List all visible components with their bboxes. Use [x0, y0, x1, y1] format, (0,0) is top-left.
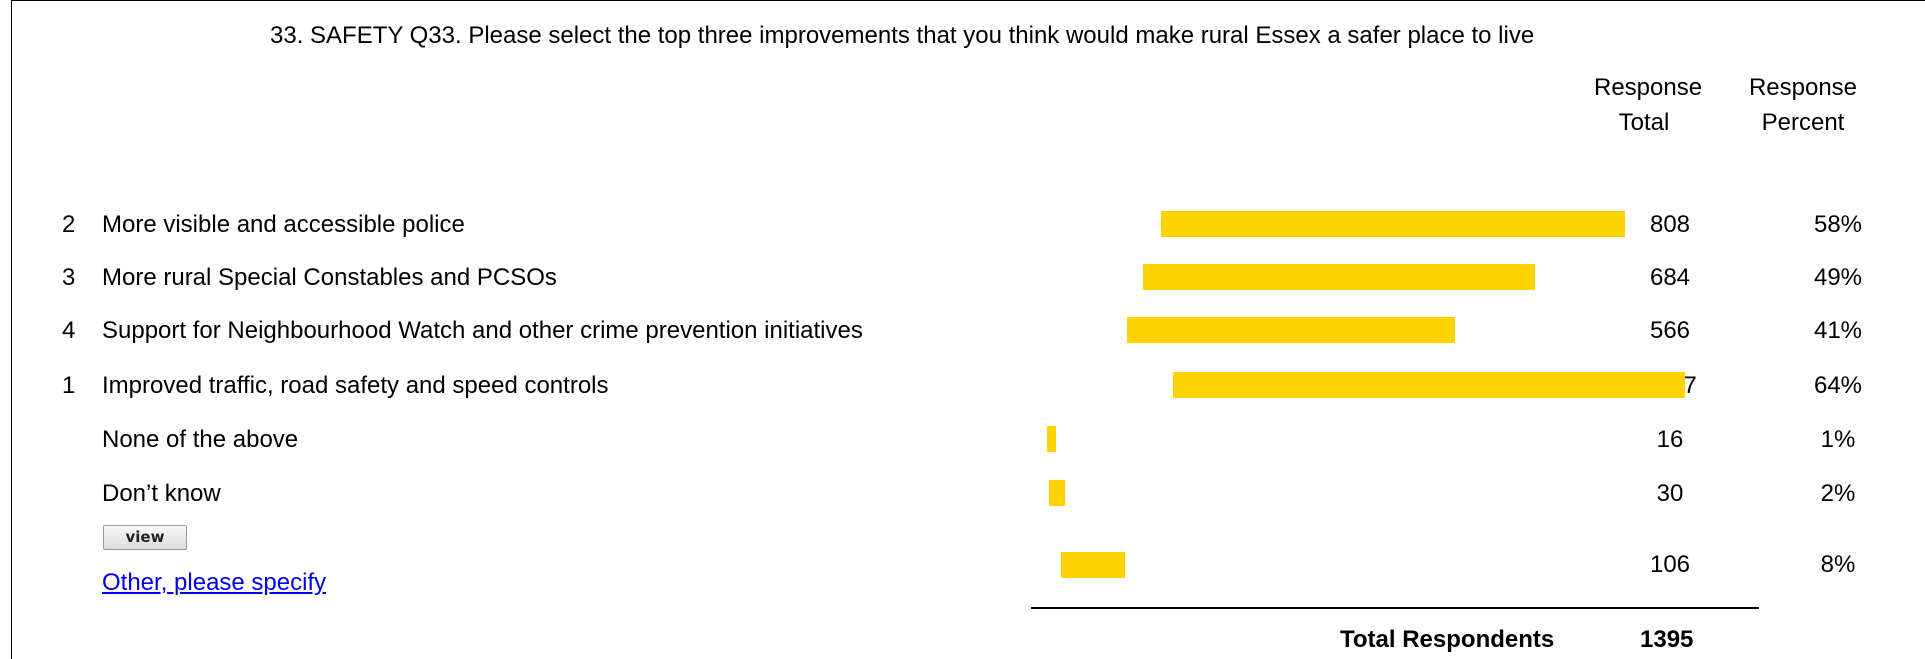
response-total-header-line2: Total: [1618, 109, 1670, 136]
survey-question-panel: [11, 0, 1925, 659]
response-total: 566: [1649, 317, 1691, 344]
response-bar: [1061, 552, 1125, 578]
answer-label: Support for Neighbourhood Watch and othe…: [102, 317, 863, 344]
answer-label: Improved traffic, road safety and speed …: [102, 372, 609, 399]
response-percent-header: Response Percent: [1748, 70, 1858, 140]
response-total: 16: [1656, 426, 1684, 453]
row-rank: 4: [62, 317, 76, 344]
response-total: 30: [1656, 480, 1684, 507]
total-divider: [1031, 607, 1759, 609]
response-total-header: Response Total: [1594, 70, 1703, 140]
response-bar: [1049, 480, 1065, 506]
response-total: 684: [1649, 264, 1691, 291]
response-total: 106: [1649, 551, 1691, 578]
answer-label: Don’t know: [102, 480, 221, 507]
response-bar: [1047, 426, 1056, 452]
row-rank: 2: [62, 211, 76, 238]
row-rank: 3: [62, 264, 76, 291]
response-percent-header-line2: Percent: [1761, 109, 1845, 136]
other-please-specify-link[interactable]: Other, please specify: [102, 569, 327, 596]
row-rank: 1: [62, 372, 76, 399]
response-percent: 8%: [1820, 551, 1856, 578]
view-other-responses-button[interactable]: view: [103, 525, 187, 550]
answer-label: None of the above: [102, 426, 299, 453]
response-bar: [1127, 317, 1455, 343]
response-total: 808: [1649, 211, 1691, 238]
response-percent: 49%: [1813, 264, 1863, 291]
response-percent: 41%: [1813, 317, 1863, 344]
response-total: 7: [1683, 372, 1697, 399]
total-respondents-label: Total Respondents: [1340, 626, 1555, 653]
answer-label: More rural Special Constables and PCSOs: [102, 264, 557, 291]
response-bar: [1173, 372, 1685, 398]
response-percent-header-line1: Response: [1748, 74, 1858, 101]
question-title: 33. SAFETY Q33. Please select the top th…: [270, 22, 1535, 49]
response-bar: [1161, 211, 1625, 237]
response-percent: 64%: [1813, 372, 1863, 399]
response-percent: 58%: [1813, 211, 1863, 238]
total-respondents-value: 1395: [1640, 626, 1694, 653]
response-percent: 1%: [1820, 426, 1856, 453]
response-total-header-line1: Response: [1594, 74, 1703, 101]
answer-label: More visible and accessible police: [102, 211, 465, 238]
response-bar: [1143, 264, 1535, 290]
response-percent: 2%: [1820, 480, 1856, 507]
